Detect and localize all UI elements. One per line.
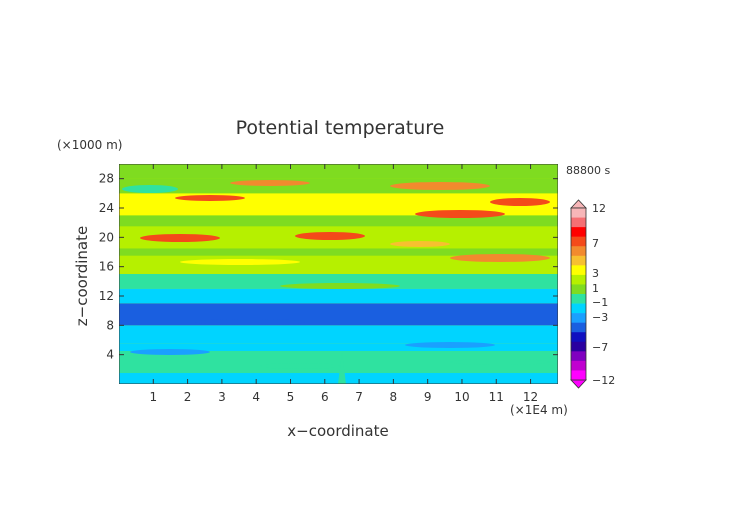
y-axis: 4 8 12 16 20 24 28 [99,172,558,362]
patch [415,210,505,218]
colorbar-label: 1 [592,282,599,295]
patch [490,198,550,206]
x-tick-label: 6 [321,390,329,404]
colorbar-swatch [571,217,586,228]
y-tick-label: 20 [99,230,114,244]
x-tick-label: 11 [489,390,504,404]
colorbar-label: 12 [592,202,606,215]
colorbar-swatch [571,341,586,352]
y-tick-label: 8 [106,318,114,332]
x-axis: 1 2 3 4 5 6 7 8 9 10 11 12 [149,164,538,404]
colorbar-swatch [571,351,586,362]
band-1 [119,351,558,373]
colorbar-swatch [571,313,586,323]
patch [390,241,450,247]
time-label: 88800 s [566,164,610,177]
patch [180,259,300,265]
colorbar-label: −7 [592,341,608,354]
patch [450,254,550,262]
colorbar-swatch [571,332,586,343]
patch [390,182,490,190]
colorbar-swatch [571,227,586,237]
band-4 [119,303,558,326]
patch [230,180,310,186]
x-tick-label: 8 [390,390,398,404]
band-5 [119,288,558,304]
colorbar-label: −12 [592,374,615,387]
patch [295,232,365,240]
colorbar-frame [570,207,587,381]
colorbar-extend-top [570,199,587,209]
band-0 [119,373,558,384]
patch [195,319,305,325]
band-6 [119,274,558,289]
colorbar-swatch [571,370,586,381]
colorbar-label: 7 [592,237,599,250]
temperature-patches [122,180,550,384]
band-10 [119,215,558,227]
band-8 [119,248,558,256]
colorbar: 12 7 3 1−1 −3 −7 −12 [570,199,615,389]
colorbar-swatch [571,284,586,295]
colorbar-swatch [571,246,586,257]
patch [405,342,495,348]
patch [260,363,340,369]
x-tick-label: 3 [218,390,226,404]
colorbar-swatch [571,360,586,371]
y-axis-label: z−coordinate [73,226,91,326]
band-13 [119,164,558,179]
colorbar-swatch [571,294,586,304]
x-tick-label: 4 [252,390,260,404]
x-axis-label: x−coordinate [287,422,388,440]
band-3 [119,325,558,344]
x-tick-label: 9 [424,390,432,404]
y-tick-label: 24 [99,201,114,215]
x-tick-label: 10 [454,390,469,404]
chart-title: Potential temperature [236,117,445,139]
y-tick-label: 4 [106,348,114,362]
y-tick-label: 16 [99,260,114,274]
patch [175,195,245,201]
patch [338,352,346,384]
patch [130,349,210,355]
colorbar-swatch [571,255,586,266]
y-unit-label: (×1000 m) [57,138,122,152]
colorbar-label: 3 [592,267,599,280]
x-tick-label: 5 [287,390,295,404]
patch [140,234,220,242]
y-tick-label: 28 [99,172,114,186]
colorbar-label: −3 [592,311,608,324]
x-tick-label: 2 [184,390,192,404]
band-2 [119,343,558,351]
colorbar-label: −1 [592,296,608,309]
x-tick-label: 12 [523,390,538,404]
patch [122,185,178,193]
y-tick-label: 12 [99,289,114,303]
x-unit-label: (×1E4 m) [510,403,568,417]
patch [280,283,400,289]
plot-area [119,164,558,384]
x-tick-label: 1 [149,390,157,404]
colorbar-extend-bottom [570,379,587,389]
colorbar-swatch [571,274,586,285]
colorbar-swatch [571,208,586,218]
colorbar-swatch [571,303,586,314]
colorbar-swatch [571,322,586,333]
band-12 [119,178,558,194]
colorbar-swatch [571,236,586,247]
x-tick-label: 7 [355,390,363,404]
patch [450,359,550,365]
colorbar-swatch [571,265,586,276]
